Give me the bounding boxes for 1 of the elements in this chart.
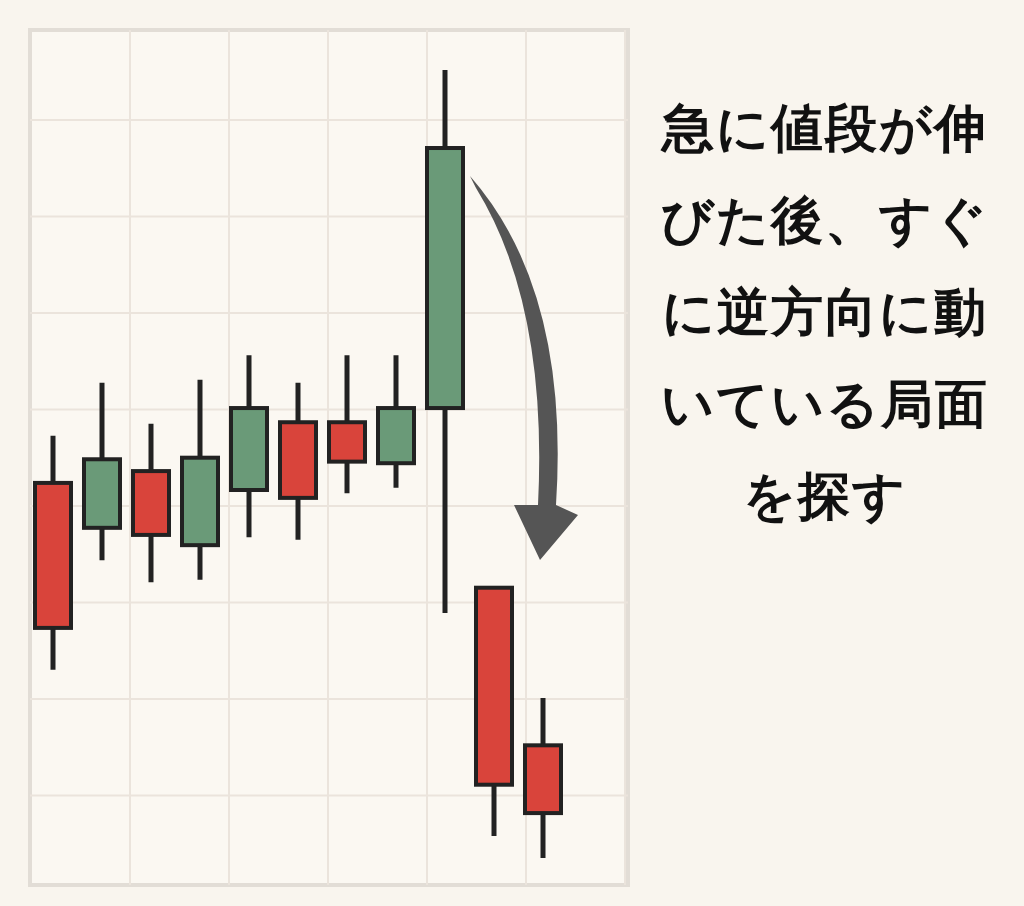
text: 急に値段が伸びた後、すぐに逆方向に動いている局面を探す bbox=[659, 97, 990, 528]
